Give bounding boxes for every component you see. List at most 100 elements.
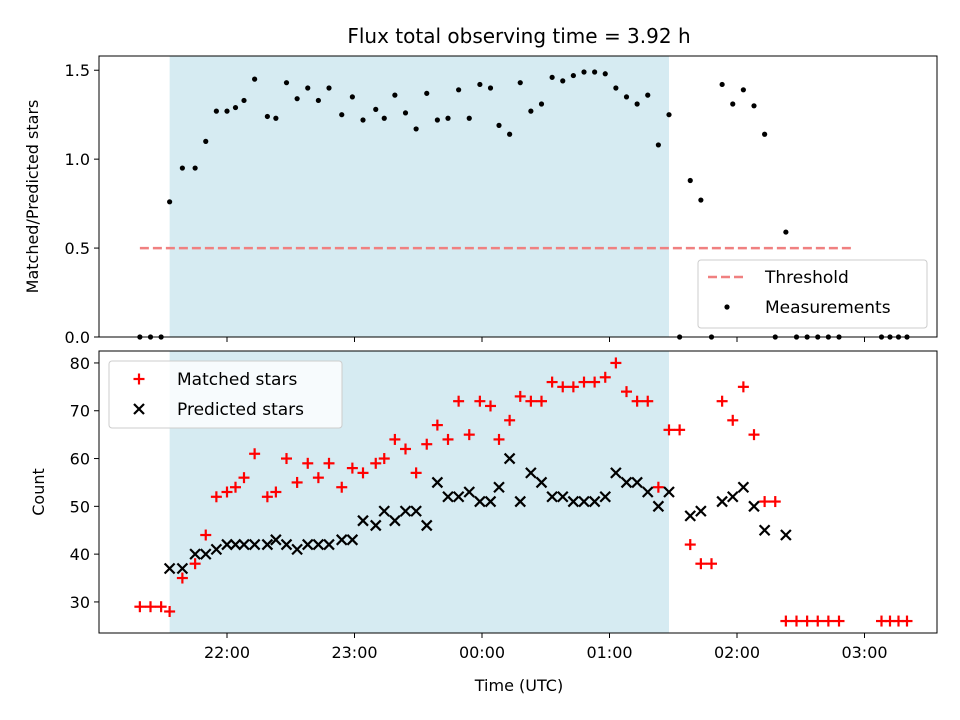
x-stroke-b (431, 476, 444, 489)
predicted-star-point (578, 495, 590, 508)
measurement-point (570, 72, 576, 79)
predicted-star-point (474, 495, 486, 508)
matched-star-point (589, 376, 601, 388)
x-stroke-b (474, 495, 486, 508)
predicted-star-point (357, 514, 369, 527)
x-stroke-b (442, 491, 454, 503)
x-stroke-b (420, 519, 433, 532)
measurement-point (305, 85, 311, 91)
predicted-star-point (546, 491, 558, 503)
measurement-point (392, 92, 398, 98)
predicted-star-point (238, 538, 250, 551)
x-stroke-b (546, 491, 558, 503)
x-stroke-b (695, 505, 707, 517)
matched-star-point (378, 453, 390, 465)
predicted-star-point (189, 548, 201, 560)
predicted-star-point (442, 491, 454, 503)
x-stroke-b (357, 514, 369, 527)
measurement-point (273, 115, 279, 121)
measurement-point (232, 104, 239, 111)
matched-star-point (599, 371, 611, 383)
y-tick-label: 0.0 (65, 328, 90, 347)
x-tick-label: 03:00 (841, 643, 887, 662)
predicted-star-point (493, 481, 505, 493)
matched-star-point (210, 491, 222, 503)
x-stroke-b (280, 538, 293, 551)
measurement-point (762, 131, 768, 137)
predicted-star-point (556, 491, 569, 503)
measurement-point (496, 122, 502, 128)
matched-star-point (200, 529, 212, 541)
matched-star-point (474, 395, 486, 407)
measurement-point (517, 80, 523, 86)
measurement-point (224, 108, 230, 114)
matched-star-point (578, 376, 590, 388)
matched-star-point (261, 491, 273, 503)
x-stroke-b (221, 538, 233, 551)
matched-star-point (238, 472, 250, 484)
measurement-point (402, 110, 409, 116)
x-stroke-b (463, 486, 476, 498)
measurement-point (730, 101, 736, 107)
x-stroke-b (335, 534, 348, 546)
matched-star-point (567, 381, 579, 393)
x-stroke-b (133, 403, 145, 415)
x-stroke-b (346, 534, 359, 546)
y-axis-title-top: Matched/Predicted stars (23, 100, 42, 294)
matched-star-point (525, 395, 537, 407)
matched-star-point (631, 395, 643, 407)
measurement-point (507, 131, 513, 137)
matched-star-point (230, 481, 241, 493)
predicted-star-point (684, 510, 697, 522)
predicted-star-point (199, 548, 212, 560)
x-stroke-b (599, 491, 612, 503)
predicted-star-point (588, 495, 601, 508)
matched-star-point (791, 615, 802, 627)
x-stroke-b (588, 495, 601, 508)
matched-star-point (663, 424, 675, 436)
measurement-points (137, 69, 910, 340)
measurement-point (751, 103, 757, 109)
measurement-point (252, 76, 258, 82)
matched-star-point (621, 386, 632, 398)
x-stroke-b (493, 481, 505, 493)
matched-star-point (812, 615, 824, 627)
measurement-point (581, 69, 587, 75)
x-tick-label: 01:00 (586, 643, 632, 662)
x-stroke-b (291, 543, 303, 556)
predicted-star-point (652, 500, 665, 513)
matched-star-point (504, 414, 516, 426)
x-stroke-b (210, 543, 223, 556)
matched-star-point (901, 615, 913, 627)
measurement-point (655, 142, 661, 148)
matched-star-point (652, 481, 664, 493)
y-tick-label: 70 (70, 402, 90, 421)
predicted-star-point (716, 495, 728, 508)
predicted-star-point (280, 538, 293, 551)
predicted-star-point (221, 538, 233, 551)
predicted-star-point (229, 538, 242, 551)
matched-star-point (557, 381, 569, 393)
measurement-point (213, 108, 219, 114)
y-tick-label: 0.5 (65, 239, 90, 258)
predicted-star-point (484, 495, 497, 508)
x-stroke-b (716, 495, 728, 508)
predicted-star-point (748, 500, 760, 513)
matched-star-point (769, 496, 781, 508)
predicted-star-point (631, 476, 643, 489)
predicted-star-point (663, 486, 675, 498)
x-axis-ticks-top (226, 337, 865, 342)
matched-star-point (684, 539, 696, 551)
y-axis-ticks-bottom: 30 40 50 60 70 80 (70, 354, 99, 612)
y-axis-ticks-top: 0.0 0.5 1.0 1.5 (65, 61, 99, 347)
matched-star-point (727, 414, 739, 426)
legend-matched-swatch (133, 373, 145, 385)
measurement-point (456, 87, 462, 93)
observing-window (169, 56, 669, 337)
legend-predicted-label: Predicted stars (177, 400, 304, 420)
x-axis-ticks-bottom: 22:00 23:00 00:00 01:00 02:00 03:00 (204, 633, 888, 662)
matched-star-point (822, 615, 834, 627)
measurement-point (602, 71, 608, 77)
matched-star-point (145, 601, 156, 613)
